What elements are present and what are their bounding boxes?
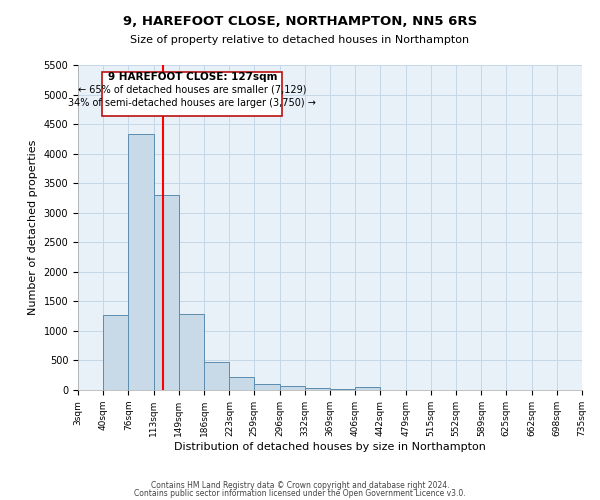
Text: Size of property relative to detached houses in Northampton: Size of property relative to detached ho… [130,35,470,45]
Bar [128,134,154,390]
Y-axis label: Number of detached properties: Number of detached properties [28,140,38,315]
Bar [229,377,254,390]
X-axis label: Distribution of detached houses by size in Northampton: Distribution of detached houses by size … [174,442,486,452]
Bar [204,362,229,390]
Bar [355,387,380,390]
Text: ← 65% of detached houses are smaller (7,129): ← 65% of detached houses are smaller (7,… [78,84,307,94]
Bar [179,314,204,390]
FancyBboxPatch shape [102,72,283,116]
Text: 34% of semi-detached houses are larger (3,750) →: 34% of semi-detached houses are larger (… [68,98,316,108]
Bar [154,195,179,390]
Text: Contains public sector information licensed under the Open Government Licence v3: Contains public sector information licen… [134,489,466,498]
Bar [330,389,355,390]
Bar [305,388,330,390]
Text: 9 HAREFOOT CLOSE: 127sqm: 9 HAREFOOT CLOSE: 127sqm [107,72,277,83]
Bar [103,315,128,390]
Text: Contains HM Land Registry data © Crown copyright and database right 2024.: Contains HM Land Registry data © Crown c… [151,480,449,490]
Text: 9, HAREFOOT CLOSE, NORTHAMPTON, NN5 6RS: 9, HAREFOOT CLOSE, NORTHAMPTON, NN5 6RS [123,15,477,28]
Bar [254,384,280,390]
Bar [280,386,305,390]
